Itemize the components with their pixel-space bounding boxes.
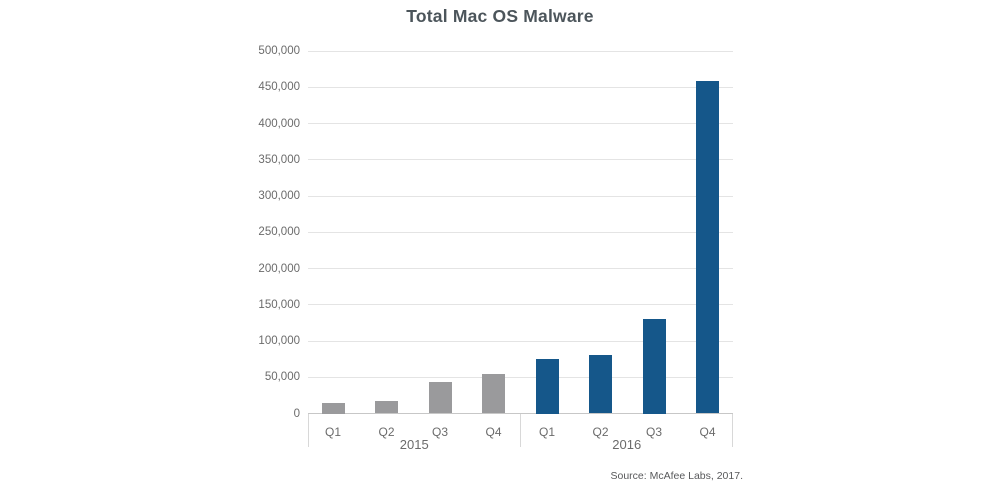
bar-2015-q3: [428, 381, 452, 414]
bar-2015-q1: [321, 402, 345, 414]
year-label-2015: 2015: [399, 437, 429, 452]
y-tick-label: 200,000: [258, 262, 300, 275]
year-separator: [520, 413, 521, 447]
chart-title: Total Mac OS Malware: [406, 6, 594, 26]
gridline: [308, 340, 733, 342]
x-tick-label: Q1: [538, 425, 555, 439]
year-separator: [732, 413, 733, 447]
x-tick-label: Q2: [592, 425, 609, 439]
source-note: Source: McAfee Labs, 2017.: [610, 470, 744, 482]
gridline: [308, 86, 733, 88]
gridline: [308, 50, 733, 52]
x-tick-label: Q2: [378, 425, 395, 439]
y-tick-label: 300,000: [258, 190, 300, 202]
gridline: [308, 195, 733, 197]
y-tick-label: 100,000: [258, 335, 300, 347]
gridline: [308, 376, 733, 378]
y-tick-label: 250,000: [258, 226, 300, 239]
x-tick-label: Q4: [485, 425, 502, 439]
gridline: [308, 304, 733, 306]
year-label-2016: 2016: [612, 437, 642, 452]
y-tick-label: 50,000: [264, 371, 300, 384]
y-tick-label: 0: [293, 407, 300, 420]
y-tick-label: 350,000: [258, 153, 300, 166]
gridline: [308, 231, 733, 233]
y-tick-label: 150,000: [258, 298, 300, 311]
bar-2016-q2: [589, 354, 612, 414]
y-tick-label: 400,000: [258, 117, 300, 130]
x-tick-label: Q3: [645, 425, 662, 439]
gridline: [308, 123, 733, 124]
x-tick-label: Q4: [699, 425, 716, 439]
gridline: [308, 159, 733, 161]
bar-2015-q2: [375, 401, 398, 414]
bar-2015-q4: [482, 374, 505, 414]
year-separator: [307, 413, 309, 447]
gridline: [308, 268, 733, 269]
x-tick-label: Q1: [324, 425, 341, 439]
y-tick-label: 500,000: [258, 45, 300, 57]
bar-2016-q4: [696, 80, 719, 414]
y-tick-label: 450,000: [258, 81, 300, 94]
x-tick-label: Q3: [431, 425, 448, 439]
bar-2016-q3: [642, 319, 666, 414]
bar-2016-q1: [535, 359, 559, 414]
